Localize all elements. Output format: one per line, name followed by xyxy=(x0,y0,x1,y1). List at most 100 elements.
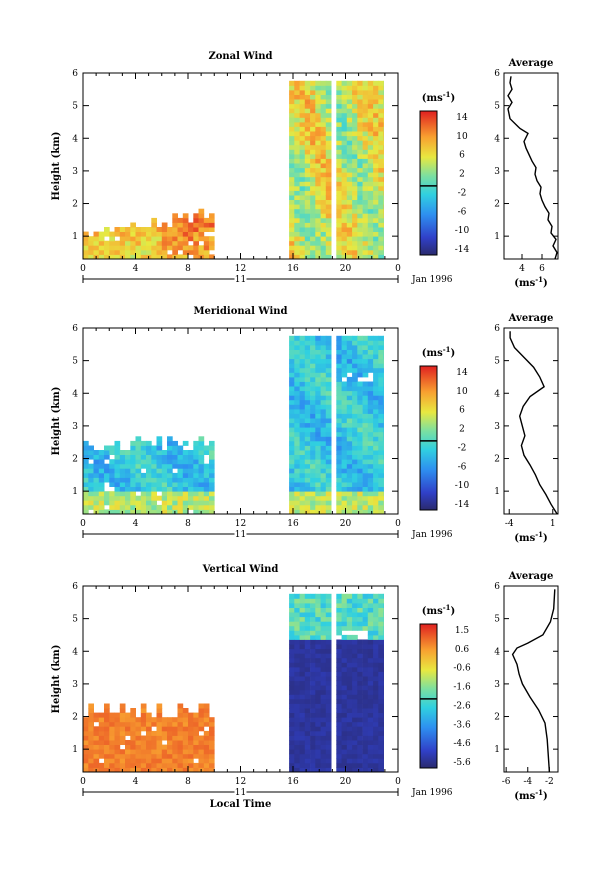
heatmap-cell xyxy=(114,249,121,255)
y-tick-label: 3 xyxy=(72,167,78,177)
heatmap-cell xyxy=(109,445,115,451)
heatmap-cell xyxy=(304,199,311,205)
heatmap-cell xyxy=(320,708,327,713)
heatmap-cell xyxy=(341,208,348,214)
heatmap-cell xyxy=(310,112,316,118)
heatmap-cell xyxy=(320,749,327,755)
heatmap-cell xyxy=(325,190,332,196)
heatmap-cell xyxy=(315,730,321,736)
heatmap-cell xyxy=(325,616,332,622)
heatmap-cell xyxy=(289,616,295,622)
heatmap-cell xyxy=(362,482,369,487)
heatmap-cell xyxy=(83,254,89,260)
heatmap-cell xyxy=(320,459,327,465)
heatmap-cell xyxy=(315,144,321,150)
heatmap-cell xyxy=(310,717,316,723)
y-tick-label: 2 xyxy=(72,455,78,465)
heatmap-cell xyxy=(299,254,306,260)
heatmap-cell xyxy=(83,730,89,736)
heatmap-cell xyxy=(367,698,374,704)
panel-title: Vertical Wind xyxy=(202,564,279,575)
heatmap-cell xyxy=(93,500,100,506)
heatmap-cell xyxy=(88,491,94,497)
heatmap-cell xyxy=(304,390,311,396)
heatmap-cell xyxy=(310,363,316,369)
heatmap-cell xyxy=(346,108,353,114)
heatmap-cell xyxy=(294,463,300,469)
heatmap-cell xyxy=(325,363,332,369)
heatmap-cell xyxy=(299,131,306,137)
heatmap-cell xyxy=(130,758,136,764)
heatmap-cell xyxy=(209,482,215,487)
heatmap-cell xyxy=(378,181,384,187)
heatmap-cell xyxy=(310,213,316,219)
heatmap-cell xyxy=(367,181,374,187)
heatmap-cell xyxy=(289,163,295,169)
colorbar-tick-label: 14 xyxy=(456,113,468,123)
heatmap-cell xyxy=(177,500,184,506)
heatmap-cell xyxy=(362,427,369,433)
heatmap-cell xyxy=(352,163,358,169)
heatmap-cell xyxy=(352,176,358,182)
heatmap-cell xyxy=(357,735,363,741)
heatmap-cell xyxy=(315,236,321,242)
heatmap-cell xyxy=(315,436,321,442)
heatmap-cell xyxy=(346,712,353,718)
heatmap-cell xyxy=(367,616,374,622)
heatmap-cell xyxy=(109,740,115,745)
heatmap-cell xyxy=(156,236,163,242)
heatmap-cell xyxy=(352,598,358,604)
heatmap-cell xyxy=(341,749,348,755)
heatmap-cell xyxy=(378,227,384,232)
heatmap-cell xyxy=(367,363,374,369)
heatmap-cell xyxy=(352,603,358,608)
heatmap-cell xyxy=(341,616,348,622)
heatmap-cell xyxy=(193,249,199,255)
heatmap-cell xyxy=(198,721,205,727)
heatmap-cell xyxy=(320,639,327,645)
heatmap-cell xyxy=(362,644,369,650)
heatmap-cell xyxy=(367,653,374,659)
heatmap-cell xyxy=(373,254,379,260)
heatmap-cell xyxy=(88,468,94,474)
x-tick-label: 0 xyxy=(395,777,401,787)
heatmap-cell xyxy=(336,767,342,773)
heatmap-cell xyxy=(83,721,89,727)
heatmap-cell xyxy=(315,172,321,178)
heatmap-cell xyxy=(182,254,189,260)
heatmap-cell xyxy=(172,236,178,242)
heatmap-cell xyxy=(341,99,348,105)
heatmap-cell xyxy=(373,149,379,155)
heatmap-cell xyxy=(177,472,184,478)
heatmap-cell xyxy=(114,726,121,732)
heatmap-cell xyxy=(336,712,342,718)
heatmap-cell xyxy=(315,181,321,187)
heatmap-cell xyxy=(378,440,384,446)
heatmap-cell xyxy=(367,427,374,433)
heatmap-cell xyxy=(294,735,300,741)
heatmap-cell xyxy=(156,463,163,469)
heatmap-cell xyxy=(367,204,374,210)
heatmap-cell xyxy=(146,468,152,474)
heatmap-cell xyxy=(203,762,210,768)
heatmap-cell xyxy=(167,744,173,750)
heatmap-cell xyxy=(341,486,348,492)
heatmap-cell xyxy=(167,767,173,773)
heatmap-cell xyxy=(294,185,300,191)
heatmap-cell xyxy=(341,112,348,118)
heatmap-cell xyxy=(357,717,363,723)
heatmap-cell xyxy=(135,504,142,510)
heatmap-cell xyxy=(362,509,369,515)
heatmap-cell xyxy=(341,721,348,727)
heatmap-cell xyxy=(352,90,358,95)
heatmap-cell xyxy=(289,767,295,773)
heatmap-cell xyxy=(289,149,295,155)
heatmap-cell xyxy=(373,607,379,613)
heatmap-cell xyxy=(151,450,157,455)
x-axis-label: Local Time xyxy=(210,799,272,810)
heatmap-cell xyxy=(315,680,321,686)
heatmap-cell xyxy=(114,721,121,727)
heatmap-cell xyxy=(357,758,363,764)
heatmap-cell xyxy=(367,112,374,118)
heatmap-cell xyxy=(182,477,189,483)
